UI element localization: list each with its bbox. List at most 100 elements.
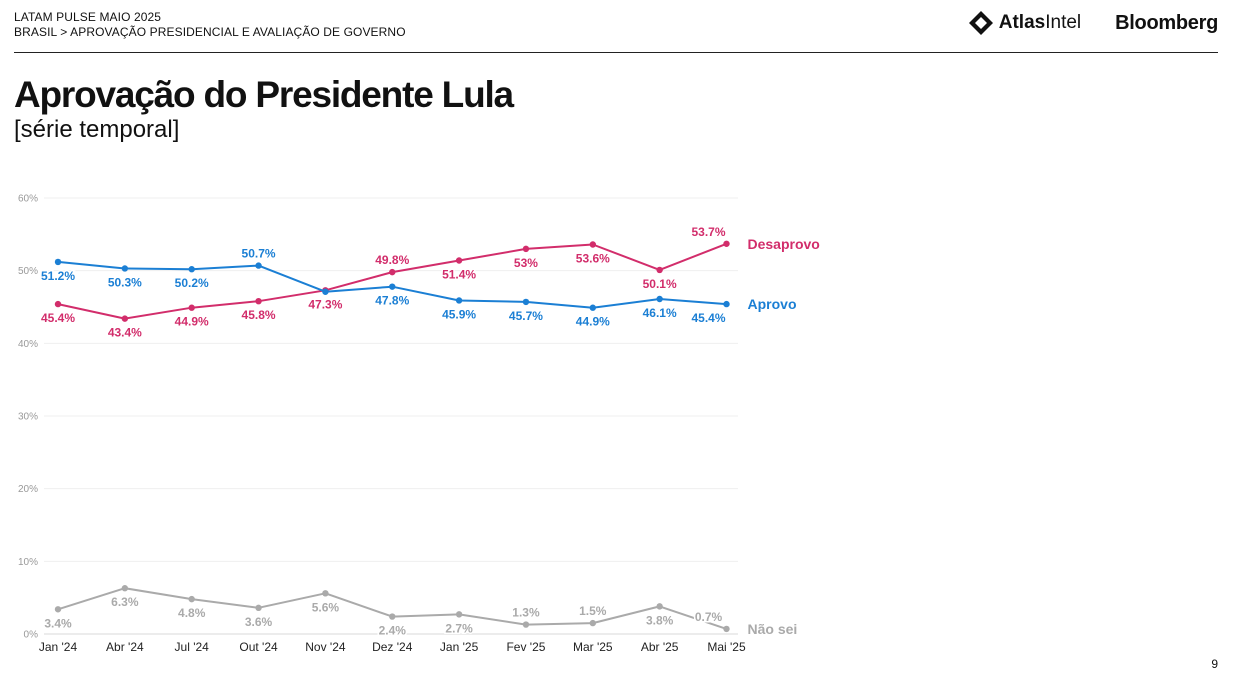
x-tick-label: Mar '25 — [573, 640, 613, 654]
y-tick-label: 0% — [24, 630, 39, 641]
data-point — [188, 304, 195, 311]
data-label: 50.2% — [175, 276, 209, 290]
data-point — [656, 295, 663, 303]
data-label: 2.4% — [379, 624, 407, 638]
data-label: 53.7% — [691, 225, 725, 239]
breadcrumb: BRASIL > APROVAÇÃO PRESIDENCIAL E AVALIA… — [14, 25, 406, 39]
data-label: 1.5% — [579, 604, 607, 618]
data-point — [255, 297, 262, 305]
data-label: 47.8% — [375, 294, 409, 308]
report-name: LATAM PULSE MAIO 2025 — [14, 10, 162, 24]
x-tick-label: Out '24 — [239, 640, 278, 654]
logos: AtlasIntel Bloomberg — [968, 8, 1218, 38]
data-label: 46.1% — [643, 306, 677, 320]
data-point — [455, 297, 463, 304]
data-point — [121, 315, 129, 322]
data-label: 50.3% — [108, 275, 142, 289]
y-tick-label: 40% — [18, 339, 38, 350]
data-point — [589, 304, 596, 311]
data-label: 44.9% — [175, 315, 209, 329]
data-label: 45.4% — [691, 311, 725, 325]
label-layer: Jan '24 Abr '24 Jul '24 Out '24 Nov '24 Dez '… — [39, 223, 820, 654]
data-point — [455, 257, 463, 264]
y-tick-label: 60% — [18, 194, 38, 205]
data-label: 47.3% — [308, 297, 342, 311]
data-label: 0.7% — [695, 610, 723, 624]
data-point — [589, 241, 596, 248]
data-label: 51.4% — [442, 267, 476, 281]
y-tick-label: 30% — [18, 412, 38, 423]
data-label: 2.7% — [445, 621, 473, 635]
data-point — [723, 300, 730, 308]
data-label: 4.8% — [178, 606, 206, 620]
data-point — [656, 266, 663, 274]
data-label: 49.8% — [375, 253, 409, 267]
data-point — [255, 262, 262, 269]
y-tick-label: 10% — [18, 557, 38, 568]
data-point — [522, 621, 530, 628]
data-point — [723, 625, 730, 633]
data-point — [255, 604, 262, 612]
data-point — [121, 265, 129, 272]
data-point — [54, 258, 62, 266]
data-label: 1.3% — [512, 606, 540, 620]
series-name-label: Aprovo — [748, 296, 797, 312]
data-label: 45.8% — [242, 308, 276, 322]
y-tick-label: 20% — [18, 484, 38, 495]
x-tick-label: Fev '25 — [506, 640, 545, 654]
data-point — [188, 266, 195, 273]
data-point — [322, 288, 329, 295]
data-label: 45.4% — [41, 311, 75, 325]
atlasintel-logo: AtlasIntel — [968, 10, 1081, 36]
data-point — [121, 585, 129, 592]
page-subtitle: [série temporal] — [14, 116, 180, 143]
data-point — [54, 300, 62, 308]
y-tick-label: 50% — [18, 266, 38, 277]
data-label: 53.6% — [576, 252, 610, 266]
data-point — [656, 603, 663, 610]
data-point — [188, 595, 195, 603]
x-tick-label: Mai '25 — [707, 640, 746, 654]
data-label: 51.2% — [41, 269, 75, 283]
data-label: 6.3% — [111, 595, 139, 609]
x-tick-label: Dez '24 — [372, 640, 413, 654]
x-tick-label: Nov '24 — [305, 640, 346, 654]
data-point — [522, 245, 530, 253]
intel-word: Intel — [1045, 12, 1082, 33]
atlas-word: Atlas — [998, 12, 1046, 33]
data-point — [522, 298, 530, 306]
data-label: 50.7% — [242, 247, 276, 261]
atlasintel-icon — [968, 11, 993, 35]
header-text: LATAM PULSE MAIO 2025 BRASIL > APROVAÇÃO… — [14, 10, 406, 40]
series-name-label: Não sei — [748, 621, 798, 637]
data-point — [54, 606, 62, 613]
data-label: 44.9% — [576, 315, 610, 329]
data-label: 53% — [514, 256, 538, 270]
data-point — [389, 283, 396, 290]
x-tick-label: Abr '24 — [106, 640, 144, 654]
x-tick-label: Jan '24 — [39, 640, 78, 654]
series-layer — [54, 240, 730, 633]
data-label: 45.7% — [509, 309, 543, 323]
data-label: 50.1% — [643, 277, 677, 291]
bloomberg-logo: Bloomberg — [1115, 11, 1218, 34]
data-label: 5.6% — [312, 600, 340, 614]
line-chart: 0% 10% 20% 30% 40% 50% 60% Jan '24 Abr '24 Jul '… — [18, 194, 820, 655]
data-point — [322, 590, 329, 597]
data-label: 3.8% — [646, 613, 674, 627]
data-point — [389, 268, 396, 276]
data-point — [723, 240, 730, 247]
x-tick-label: Jul '24 — [175, 640, 210, 654]
data-point — [389, 613, 396, 620]
data-point — [589, 619, 596, 627]
page-title: Aprovação do Presidente Lula — [14, 74, 514, 115]
data-label: 43.4% — [108, 326, 142, 340]
x-tick-label: Jan '25 — [440, 640, 479, 654]
x-tick-label: Abr '25 — [641, 640, 679, 654]
series-name-label: Desaprovo — [748, 236, 820, 252]
top-bar: LATAM PULSE MAIO 2025 BRASIL > APROVAÇÃO… — [14, 8, 1218, 53]
data-label: 3.6% — [245, 615, 273, 629]
grid: 0% 10% 20% 30% 40% 50% 60% — [18, 194, 738, 641]
data-label: 3.4% — [44, 616, 72, 630]
page-number: 9 — [1211, 657, 1218, 671]
